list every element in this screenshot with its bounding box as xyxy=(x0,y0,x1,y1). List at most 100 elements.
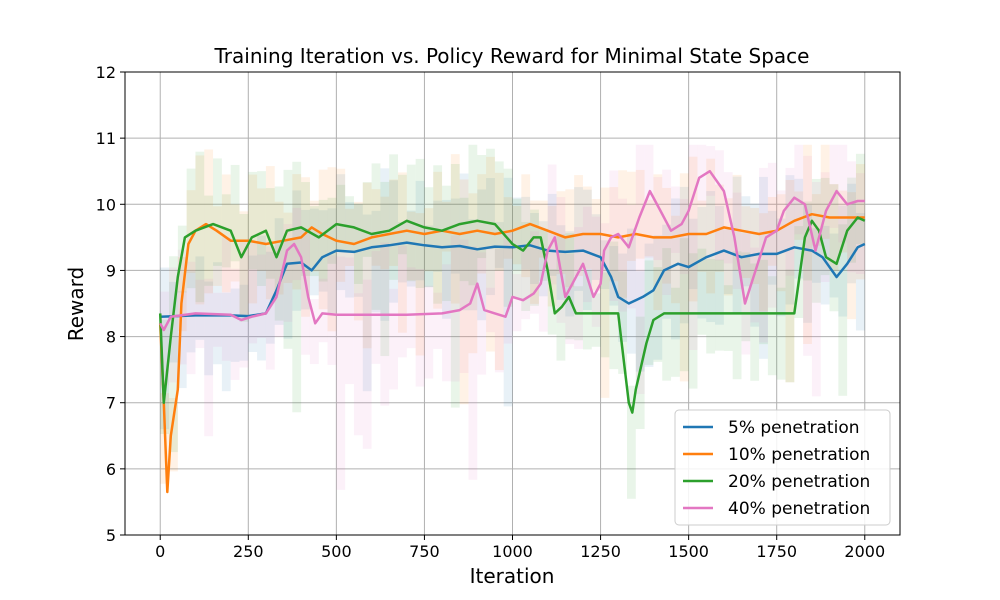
variance-band xyxy=(512,197,522,270)
variance-band xyxy=(838,224,848,396)
plot-area: 0 250 500 750 1000 1250 1500 1750 2000 5 6 7 8 9 10 11 1… xyxy=(96,63,901,561)
variance-band xyxy=(398,245,407,358)
variance-band xyxy=(521,221,531,311)
variance-band xyxy=(794,191,804,240)
variance-band xyxy=(574,187,583,291)
variance-band xyxy=(415,180,425,281)
variance-band xyxy=(600,272,610,358)
variance-band xyxy=(415,158,425,289)
variance-band xyxy=(803,205,812,323)
variance-band xyxy=(706,158,716,294)
variance-band xyxy=(626,204,636,309)
variance-band xyxy=(380,181,390,357)
variance-band xyxy=(336,184,346,252)
variance-band xyxy=(318,210,328,292)
variance-band xyxy=(186,190,196,273)
variance-band xyxy=(160,291,170,386)
variance-band xyxy=(829,184,839,272)
variance-band xyxy=(820,177,830,276)
variance-band xyxy=(503,197,513,259)
variance-band xyxy=(353,203,363,284)
variance-band xyxy=(811,178,821,303)
variance-band xyxy=(301,209,310,310)
variance-band xyxy=(855,153,865,245)
variance-band xyxy=(327,167,337,332)
variance-band xyxy=(213,292,222,347)
variance-band xyxy=(600,187,610,398)
variance-band xyxy=(679,173,689,382)
variance-band xyxy=(530,209,539,306)
variance-band xyxy=(574,175,583,277)
variance-band xyxy=(697,248,707,335)
variance-band xyxy=(618,253,627,342)
variance-band xyxy=(591,198,601,291)
variance-band xyxy=(336,256,346,490)
variance-band xyxy=(556,225,566,300)
variance-band xyxy=(759,259,768,345)
variance-band xyxy=(679,198,689,275)
variance-band xyxy=(239,284,249,361)
variance-band xyxy=(688,253,698,389)
legend-label: 10% penetration xyxy=(728,445,870,465)
variance-band xyxy=(309,206,319,277)
variance-band xyxy=(468,246,478,480)
variance-band xyxy=(697,200,707,272)
variance-band xyxy=(239,211,249,316)
variance-band xyxy=(433,171,443,309)
variance-band xyxy=(785,179,795,383)
variance-band xyxy=(530,231,539,314)
variance-band xyxy=(767,210,777,285)
variance-band xyxy=(547,164,557,285)
y-tick-label: 9 xyxy=(106,261,116,280)
variance-band xyxy=(723,229,733,294)
variance-band xyxy=(406,267,416,349)
variance-band xyxy=(679,186,689,324)
variance-band xyxy=(327,197,337,264)
variance-band xyxy=(750,263,760,381)
variance-band xyxy=(838,190,848,253)
variance-band xyxy=(635,144,645,394)
y-tick-label: 11 xyxy=(96,129,116,148)
variance-band xyxy=(292,174,302,290)
legend-label: 5% penetration xyxy=(728,418,860,438)
variance-band xyxy=(653,235,663,360)
variance-band xyxy=(283,169,293,349)
variance-band xyxy=(776,287,786,380)
variance-band xyxy=(750,207,760,284)
variance-band xyxy=(803,201,812,281)
variance-band xyxy=(230,288,240,362)
x-tick-label: 0 xyxy=(155,542,165,561)
variance-band xyxy=(794,178,804,279)
variance-band xyxy=(477,189,487,321)
variance-band xyxy=(433,292,443,349)
variance-band xyxy=(829,233,839,298)
variance-band xyxy=(811,182,821,397)
variance-band xyxy=(565,189,575,288)
variance-band xyxy=(785,167,795,276)
variance-band xyxy=(459,179,469,405)
variance-band xyxy=(750,203,760,327)
variance-band xyxy=(301,230,310,355)
variance-band xyxy=(653,267,663,362)
variance-band xyxy=(582,189,592,311)
variance-band xyxy=(741,206,751,279)
variance-band xyxy=(811,194,821,246)
variance-band xyxy=(345,196,354,251)
x-tick-label: 1250 xyxy=(580,542,621,561)
variance-band xyxy=(371,189,381,266)
variance-band xyxy=(318,169,328,310)
variance-band xyxy=(609,241,619,370)
variance-band xyxy=(512,274,522,332)
variance-band xyxy=(706,259,716,354)
variance-band xyxy=(644,260,654,365)
variance-band xyxy=(274,245,284,337)
variance-band xyxy=(591,293,601,347)
chart-title: Training Iteration vs. Policy Reward for… xyxy=(214,44,810,68)
variance-band xyxy=(741,233,751,355)
variance-band xyxy=(213,206,222,286)
variance-band xyxy=(450,198,460,274)
variance-band xyxy=(248,174,258,304)
variance-band xyxy=(776,218,786,317)
variance-band xyxy=(468,219,478,311)
